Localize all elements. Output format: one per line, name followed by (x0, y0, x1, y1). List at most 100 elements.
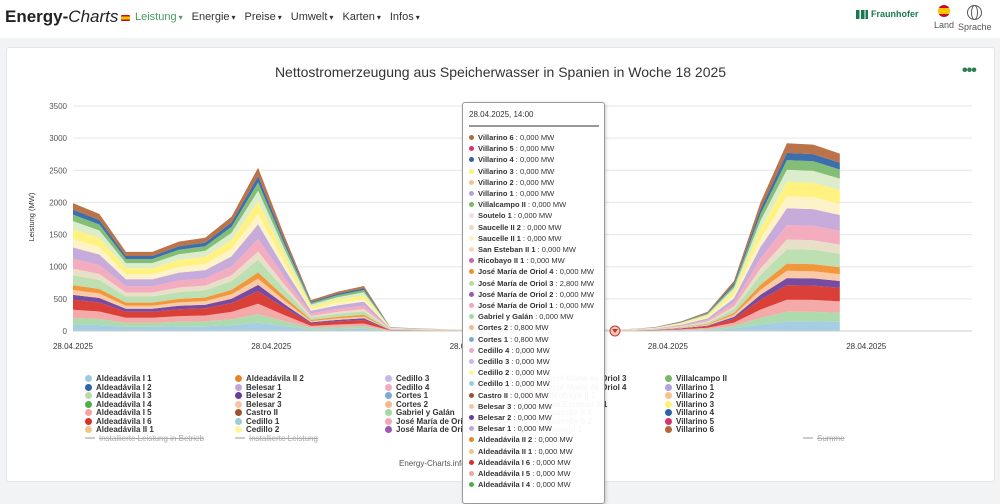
legend-line-item[interactable]: Summe (803, 434, 845, 443)
tooltip-row: Cortes 2 : 0,800 MW (469, 323, 548, 332)
legend-dot-icon (85, 409, 92, 416)
legend-item[interactable]: Cortes 1 (385, 391, 428, 400)
nav-item-infos[interactable]: Infos ▾ (390, 11, 420, 23)
legend-dot-icon (85, 383, 92, 391)
legend-item[interactable]: Aldeadávila I 3 (85, 391, 152, 400)
language-selector[interactable]: Sprache (958, 5, 992, 32)
legend-label: José María de Oriol 1 (396, 416, 477, 426)
legend-item[interactable]: Aldeadávila I 6 (85, 417, 152, 426)
tooltip-series-value: 0,000 MW (515, 368, 550, 378)
legend-item[interactable]: Belesar 2 (235, 391, 282, 400)
tooltip-series-value: 0,000 MW (515, 357, 550, 366)
legend-label: Villarino 5 (676, 416, 715, 426)
nav-label: Energie (191, 11, 230, 23)
legend-item[interactable]: Aldeadávila I 1 (85, 374, 152, 383)
tooltip-series-name: Belesar 3 (478, 401, 512, 411)
nav-item-preise[interactable]: Preise ▾ (245, 11, 282, 23)
tooltip-row: Villarino 5 : 0,000 MW (469, 144, 554, 153)
area-band (73, 196, 840, 331)
legend-label: Aldeadávila I 5 (96, 408, 152, 417)
sprache-label: Sprache (958, 22, 992, 32)
legend-item[interactable]: Villalcampo II (665, 374, 727, 383)
nav-item-karten[interactable]: Karten ▾ (342, 11, 380, 23)
legend-item[interactable]: Castro II (235, 408, 278, 417)
legend-item[interactable]: Aldeadávila I 2 (85, 383, 152, 392)
tooltip-row: Cedillo 3 : 0,000 MW (469, 357, 550, 366)
legend-item[interactable]: Cortes 2 (385, 400, 428, 409)
tooltip-series-name: Aldeadávila I 6 (478, 457, 531, 467)
legend-item[interactable]: Belesar 1 (235, 383, 282, 392)
y-tick-label: 1500 (49, 231, 67, 240)
tooltip-separator: : (509, 368, 516, 378)
legend-item[interactable]: Cedillo 3 (385, 374, 429, 383)
tooltip-separator: : (511, 413, 518, 422)
tooltip-separator: : (513, 155, 520, 165)
nav-item-umwelt[interactable]: Umwelt ▾ (291, 11, 334, 23)
chart-tooltip: 28.04.2025, 14:00 Villarino 6 : 0,000 MW… (462, 102, 605, 504)
legend-item[interactable]: Cedillo 4 (385, 383, 429, 392)
tooltip-separator: : (530, 469, 537, 478)
tooltip-series-name: Villarino 5 (478, 144, 514, 154)
legend-line-item[interactable]: Installierte Leistung (235, 434, 318, 443)
legend-item[interactable]: Villarino 3 (665, 400, 714, 409)
tooltip-series-value: 0,000 MW (519, 177, 555, 187)
spain-flag-icon (121, 14, 131, 21)
tooltip-series-name: Villalcampo II (478, 200, 526, 210)
tooltip-series-name: Villarino 2 (478, 177, 514, 187)
land-selector[interactable]: Land (934, 5, 954, 30)
nav-item-energie[interactable]: Energie ▾ (192, 11, 236, 23)
area-band (73, 270, 840, 331)
area-band (73, 321, 840, 331)
brand-logo[interactable]: Energy-Charts (5, 7, 131, 27)
legend-item[interactable]: Villarino 2 (665, 391, 714, 400)
area-band (73, 299, 840, 331)
legend-line-item[interactable]: Installierte Leistung in Betrieb (85, 434, 204, 443)
legend-dot-icon (665, 417, 672, 425)
tooltip-separator: : (508, 334, 515, 344)
tooltip-series-value: 0,000 MW (536, 469, 571, 478)
legend-item[interactable]: Cedillo 1 (235, 417, 279, 426)
tooltip-series-name: Cedillo 2 (478, 368, 510, 378)
chart-menu-icon[interactable]: ••• (962, 62, 977, 79)
area-chart[interactable]: 0 500 1000 1500 2000 2500 3000 3500 Leistung (MW… (7, 95, 994, 365)
legend-item[interactable]: José María de Oriol 2 (385, 425, 476, 434)
legend-item[interactable]: Villarino 5 (665, 417, 714, 426)
nav-item-leistung[interactable]: Leistung ▾ (135, 11, 183, 23)
legend-dot-icon (665, 409, 672, 416)
legend-label: José María de Oriol 2 (396, 425, 477, 434)
tooltip-series-value: 0,000 MW (536, 457, 571, 467)
legend-item[interactable]: Villarino 4 (665, 408, 714, 417)
legend-item[interactable]: José María de Oriol 1 (385, 417, 476, 426)
tooltip-dot-icon (469, 381, 474, 387)
legend-label: Gabriel y Galán (396, 408, 455, 417)
area-band (73, 181, 840, 331)
area-band (73, 249, 840, 331)
legend-item[interactable]: Aldeadávila I 5 (85, 408, 152, 417)
tooltip-separator: : (553, 301, 560, 310)
tooltip-row: Saucelle II 2 : 0,000 MW (469, 223, 561, 232)
tooltip-row: Belesar 1 : 0,000 MW (469, 424, 552, 433)
fraunhofer-logo[interactable]: Fraunhofer (856, 9, 919, 20)
legend-dot-icon (85, 400, 92, 408)
tooltip-separator: : (530, 457, 537, 467)
tooltip-row: Belesar 3 : 0,000 MW (469, 402, 552, 411)
legend-item[interactable]: Cedillo 2 (235, 425, 279, 434)
legend-item[interactable]: Aldeadávila II 1 (85, 425, 154, 434)
legend-label: Cortes 1 (396, 391, 429, 400)
y-tick-label: 1000 (49, 263, 67, 272)
legend-item[interactable]: Aldeadávila I 4 (85, 400, 152, 409)
chevron-down-icon: ▾ (415, 13, 420, 22)
legend-item[interactable]: Villarino 1 (665, 383, 714, 392)
tooltip-dot-icon (469, 291, 474, 297)
tooltip-separator: : (511, 424, 518, 434)
tooltip-separator: : (535, 245, 542, 254)
legend-item[interactable]: Villarino 6 (665, 425, 714, 434)
legend-item[interactable]: Belesar 3 (235, 400, 282, 409)
fraunhofer-mark-icon (856, 10, 868, 20)
legend-dot-icon (385, 400, 392, 408)
area-band (73, 152, 840, 331)
legend-item[interactable]: Aldeadávila II 2 (235, 374, 304, 383)
tooltip-series-value: 0,000 MW (559, 289, 594, 299)
tooltip-divider (469, 125, 599, 127)
legend-item[interactable]: Gabriel y Galán (385, 408, 455, 417)
